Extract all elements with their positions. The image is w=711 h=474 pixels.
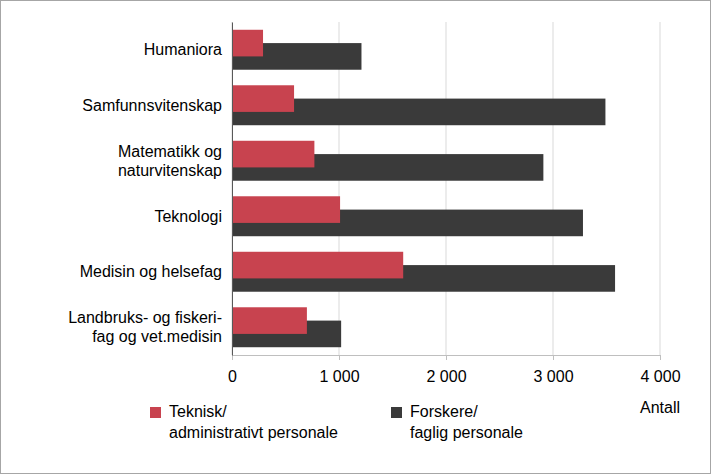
label-line: Samfunnsvitenskap [82, 97, 222, 114]
y-axis: Humaniora Samfunnsvitenskap Matematikk og n… [68, 23, 232, 356]
x-tick: 1 000 [319, 355, 359, 385]
frame [1, 1, 711, 474]
x-tick-label: 2 000 [426, 368, 466, 385]
label-line: administrativt personale [169, 424, 338, 441]
y-tick: Medisin og helsefag [80, 263, 232, 280]
legend: Teknisk/administrativt personale Forskere… [150, 403, 523, 441]
grid-line [660, 22, 661, 355]
y-axis-line [232, 23, 233, 356]
x-tick-label: 1 000 [319, 368, 359, 385]
y-tick-label: Landbruks- og fiskeri-fag og vet.medisin [68, 309, 222, 345]
x-tick-mark [553, 355, 554, 360]
y-tick: Matematikk og naturvitenskap [118, 143, 232, 179]
bar [232, 30, 263, 57]
grid-line [446, 22, 447, 355]
y-tick: Landbruks- og fiskeri-fag og vet.medisin [68, 309, 232, 345]
x-tick-mark [660, 355, 661, 360]
label-line: fag og vet.medisin [92, 328, 222, 345]
y-tick-label: Humaniora [144, 41, 222, 58]
y-tick-label: Medisin og helsefag [80, 263, 222, 280]
x-tick-mark [446, 355, 447, 360]
chart: 0 1 000 2 000 3 000 4 000 Humaniora Samfunnsvi… [0, 0, 711, 474]
x-tick-mark [232, 355, 233, 360]
bar [232, 307, 307, 334]
grid-line [232, 22, 233, 355]
y-tick: Teknologi [154, 208, 232, 225]
x-tick: 3 000 [533, 355, 573, 385]
grid [232, 22, 660, 355]
y-tick: Samfunnsvitenskap [82, 97, 232, 114]
x-tick: 0 [228, 355, 237, 385]
label-line: naturvitenskap [118, 162, 222, 179]
label-line: Forskere/ [410, 403, 478, 420]
label-line: Medisin og helsefag [80, 263, 222, 280]
x-axis: 0 1 000 2 000 3 000 4 000 [228, 355, 681, 385]
x-tick-label: 4 000 [640, 368, 680, 385]
label-line: Landbruks- og fiskeri- [68, 309, 222, 326]
y-tick-label: Samfunnsvitenskap [82, 97, 222, 114]
y-tick: Humaniora [144, 41, 232, 58]
label-line: Matematikk og [118, 143, 222, 160]
bar [232, 85, 294, 112]
y-tick-label: Matematikk og naturvitenskap [118, 143, 222, 179]
bar [232, 196, 340, 223]
label-line: Teknologi [154, 208, 222, 225]
label-line: Humaniora [144, 41, 222, 58]
x-tick: 4 000 [640, 355, 680, 385]
label-line: Teknisk/ [169, 403, 227, 420]
grid-line [553, 22, 554, 355]
x-axis-title: Antall [640, 399, 680, 416]
bar [232, 141, 314, 168]
legend-label: Forskere/faglig personale [410, 403, 523, 441]
x-tick-label: 0 [228, 368, 237, 385]
label-line: faglig personale [410, 424, 523, 441]
x-tick-label: 3 000 [533, 368, 573, 385]
bar [232, 252, 403, 279]
bars [232, 30, 615, 347]
y-tick-label: Teknologi [154, 208, 222, 225]
grid-line [339, 22, 340, 355]
legend-swatch [391, 407, 402, 418]
x-tick-mark [339, 355, 340, 360]
legend-swatch [150, 407, 161, 418]
x-tick: 2 000 [426, 355, 466, 385]
legend-label: Teknisk/administrativt personale [169, 403, 338, 441]
